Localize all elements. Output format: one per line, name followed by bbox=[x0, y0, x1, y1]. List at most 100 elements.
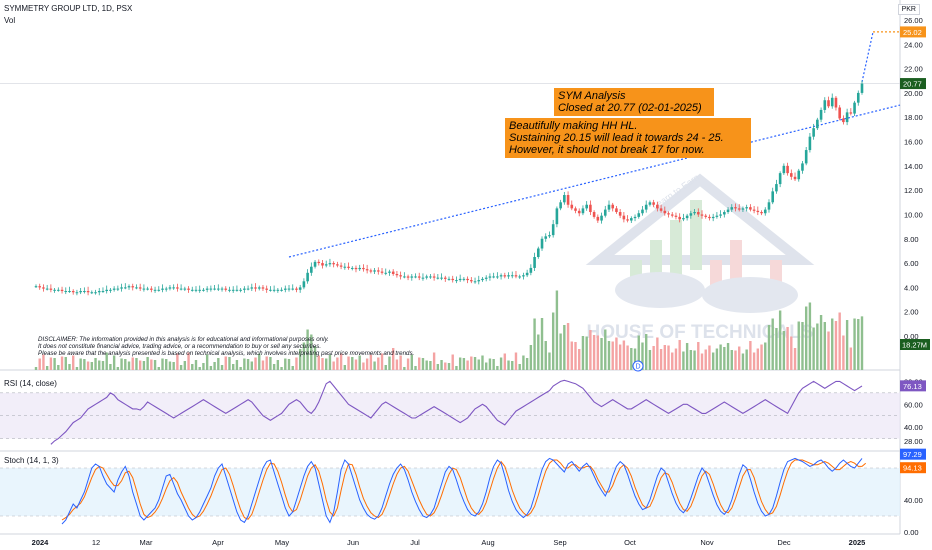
volume-bar bbox=[254, 357, 257, 370]
volume-bar bbox=[176, 353, 179, 370]
volume-bar bbox=[72, 355, 75, 370]
volume-bar bbox=[68, 364, 71, 370]
volume-bar bbox=[395, 359, 399, 370]
candle-body bbox=[328, 263, 332, 265]
candle-body bbox=[719, 214, 722, 216]
volume-bar bbox=[522, 355, 525, 370]
volume-bar bbox=[749, 341, 752, 370]
volume-bar bbox=[298, 349, 302, 370]
candle-body bbox=[246, 288, 250, 290]
candle-body bbox=[630, 218, 633, 221]
volume-bar bbox=[365, 358, 369, 370]
candle-body bbox=[97, 291, 101, 293]
volume-bar bbox=[302, 342, 306, 370]
candle-body bbox=[715, 215, 719, 217]
volume-bar bbox=[339, 353, 343, 370]
candle-body bbox=[503, 275, 507, 277]
annotation-title[interactable]: SYM Analysis Closed at 20.77 (02-01-2025… bbox=[554, 88, 714, 116]
volume-bar bbox=[697, 342, 700, 370]
volume-bar bbox=[585, 336, 588, 370]
volume-bar bbox=[265, 356, 268, 370]
candle-body bbox=[723, 212, 726, 215]
volume-bar bbox=[146, 357, 149, 370]
volume-bar bbox=[682, 351, 685, 370]
volume-bar bbox=[284, 358, 287, 370]
disclaimer-line: Please be aware that the analysis presen… bbox=[38, 350, 415, 357]
annotation-body[interactable]: Beautifully making HH HL. Sustaining 20.… bbox=[505, 118, 751, 158]
volume-bar bbox=[343, 365, 347, 370]
stoch-d-tag: 94.13 bbox=[903, 464, 922, 473]
candle-body bbox=[830, 97, 834, 107]
candle-body bbox=[45, 288, 49, 290]
candle-body bbox=[116, 288, 120, 290]
volume-bar bbox=[276, 360, 280, 370]
volume-bar bbox=[574, 342, 577, 370]
stoch-label[interactable]: Stoch (14, 1, 3) bbox=[4, 456, 59, 465]
target-price-tag-bg bbox=[900, 26, 926, 38]
time-tick-label: 2025 bbox=[849, 538, 866, 547]
candle-body bbox=[696, 212, 700, 215]
candle-body bbox=[131, 286, 135, 288]
candle-body bbox=[123, 287, 127, 289]
volume-bar bbox=[325, 358, 328, 370]
candle-body bbox=[816, 119, 819, 129]
volume-bar bbox=[537, 334, 540, 370]
volume-bar bbox=[771, 318, 774, 370]
annotation-body-line3: However, it should not break 17 for now. bbox=[509, 144, 705, 156]
price-tick-label: 2.00 bbox=[904, 308, 919, 317]
volume-bar bbox=[120, 358, 123, 370]
candle-body bbox=[380, 271, 384, 273]
candle-body bbox=[782, 165, 786, 174]
candle-body bbox=[522, 275, 525, 277]
volume-bar bbox=[306, 329, 309, 370]
candle-body bbox=[71, 291, 75, 293]
candle-body bbox=[243, 288, 246, 290]
volume-bar bbox=[165, 359, 168, 370]
volume-bar bbox=[60, 356, 64, 370]
volume-bar bbox=[391, 348, 395, 370]
price-tick-label: 4.00 bbox=[904, 283, 919, 292]
volume-bar bbox=[648, 350, 652, 370]
volume-bar bbox=[49, 357, 53, 370]
candle-body bbox=[756, 210, 760, 213]
volume-bar bbox=[83, 359, 86, 370]
candle-body bbox=[38, 286, 42, 288]
candle-body bbox=[391, 271, 395, 275]
volume-bar bbox=[351, 357, 354, 370]
volume-bar bbox=[425, 360, 428, 370]
candle-body bbox=[834, 97, 838, 108]
volume-bar bbox=[90, 362, 94, 370]
candle-body bbox=[559, 202, 562, 209]
volume-bar bbox=[187, 352, 190, 370]
volume-bar bbox=[150, 359, 153, 370]
currency-label[interactable]: PKR bbox=[897, 4, 920, 15]
candle-body bbox=[410, 276, 414, 278]
candle-body bbox=[83, 291, 86, 293]
candle-body bbox=[283, 288, 287, 290]
candle-body bbox=[332, 263, 335, 265]
rsi-label[interactable]: RSI (14, close) bbox=[4, 379, 57, 388]
volume-bar bbox=[488, 358, 492, 370]
candle-body bbox=[395, 274, 399, 276]
volume-bar bbox=[663, 345, 667, 370]
volume-bar bbox=[336, 357, 339, 370]
candle-body bbox=[540, 238, 544, 249]
volume-bar bbox=[496, 366, 499, 370]
candle-body bbox=[354, 267, 358, 270]
volume-bar bbox=[101, 361, 105, 370]
candle-body bbox=[57, 289, 60, 291]
candle-body bbox=[525, 272, 529, 276]
volume-bar bbox=[853, 318, 856, 370]
candle-body bbox=[804, 150, 808, 164]
volume-bar bbox=[202, 363, 205, 370]
candle-body bbox=[179, 288, 183, 290]
candle-body bbox=[763, 209, 767, 214]
volume-bar bbox=[730, 350, 733, 370]
candle-body bbox=[641, 209, 644, 214]
volume-bar bbox=[592, 335, 596, 370]
candle-body bbox=[510, 275, 514, 277]
dividend-marker bbox=[632, 360, 644, 372]
volume-bar bbox=[45, 366, 49, 370]
candle-body bbox=[801, 163, 804, 171]
